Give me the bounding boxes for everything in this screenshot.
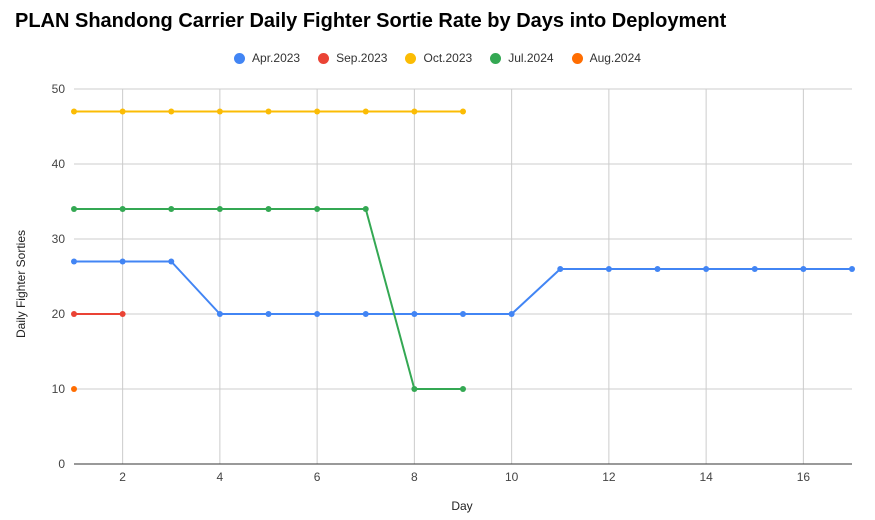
y-tick-label: 50 bbox=[52, 82, 66, 96]
data-point-apr-2023 bbox=[216, 311, 223, 317]
data-point-apr-2023 bbox=[703, 266, 710, 272]
data-point-jul-2024 bbox=[119, 206, 126, 212]
legend-marker-oct-2023 bbox=[405, 52, 417, 64]
data-point-oct-2023 bbox=[265, 108, 272, 115]
data-point-jul-2024 bbox=[362, 206, 369, 212]
data-point-oct-2023 bbox=[119, 108, 126, 115]
x-tick-label: 10 bbox=[505, 470, 519, 484]
x-axis-label: Day bbox=[451, 499, 473, 513]
legend-marker-apr-2023 bbox=[234, 52, 246, 64]
x-tick-label: 4 bbox=[217, 470, 224, 484]
data-point-apr-2023 bbox=[460, 311, 466, 317]
x-tick-label: 6 bbox=[314, 470, 321, 484]
legend-item-sep-2023[interactable]: Sep.2023 bbox=[318, 51, 387, 65]
data-point-oct-2023 bbox=[71, 108, 77, 115]
legend-marker-sep-2023 bbox=[318, 52, 330, 64]
x-tick-label: 8 bbox=[411, 470, 418, 484]
data-point-apr-2023 bbox=[508, 311, 515, 317]
data-point-jul-2024 bbox=[265, 206, 272, 212]
legend-label-jul-2024: Jul.2024 bbox=[508, 51, 554, 65]
chart-title: PLAN Shandong Carrier Daily Fighter Sort… bbox=[15, 10, 727, 32]
data-point-jul-2024 bbox=[411, 386, 418, 392]
data-point-jul-2024 bbox=[216, 206, 223, 212]
data-point-apr-2023 bbox=[71, 258, 77, 265]
x-tick-label: 2 bbox=[119, 470, 126, 484]
y-tick-label: 20 bbox=[52, 307, 66, 321]
data-point-apr-2023 bbox=[314, 311, 321, 317]
legend-marker-aug-2024 bbox=[571, 52, 583, 64]
data-point-sep-2023 bbox=[71, 311, 77, 317]
data-point-apr-2023 bbox=[119, 258, 126, 265]
data-point-apr-2023 bbox=[411, 311, 418, 317]
x-tick-label: 12 bbox=[602, 470, 616, 484]
data-point-jul-2024 bbox=[314, 206, 321, 212]
x-tick-label: 16 bbox=[797, 470, 811, 484]
data-point-apr-2023 bbox=[849, 266, 855, 272]
data-point-apr-2023 bbox=[168, 258, 175, 265]
data-point-oct-2023 bbox=[314, 108, 321, 115]
legend-label-sep-2023: Sep.2023 bbox=[336, 51, 388, 65]
data-point-sep-2023 bbox=[119, 311, 126, 317]
series-line-jul-2024 bbox=[74, 208, 463, 390]
legend-item-jul-2024[interactable]: Jul.2024 bbox=[490, 51, 554, 65]
data-point-apr-2023 bbox=[557, 266, 564, 272]
data-point-apr-2023 bbox=[265, 311, 272, 317]
series-line-apr-2023 bbox=[74, 260, 852, 315]
y-tick-label: 10 bbox=[52, 382, 66, 396]
legend-label-aug-2024: Aug.2024 bbox=[589, 51, 641, 65]
x-tick-label: 14 bbox=[699, 470, 713, 484]
legend-label-oct-2023: Oct.2023 bbox=[423, 51, 473, 65]
data-point-jul-2024 bbox=[168, 206, 175, 212]
legend-marker-jul-2024 bbox=[490, 52, 502, 64]
y-tick-label: 30 bbox=[52, 232, 66, 246]
data-point-aug-2024 bbox=[71, 386, 77, 392]
data-point-jul-2024 bbox=[71, 206, 77, 212]
data-point-jul-2024 bbox=[460, 386, 466, 392]
data-point-oct-2023 bbox=[362, 108, 369, 115]
data-point-apr-2023 bbox=[605, 266, 612, 272]
data-point-apr-2023 bbox=[362, 311, 369, 317]
y-tick-label: 0 bbox=[58, 457, 65, 471]
legend-item-oct-2023[interactable]: Oct.2023 bbox=[405, 51, 472, 65]
data-point-apr-2023 bbox=[654, 266, 661, 272]
legend-item-aug-2024[interactable]: Aug.2024 bbox=[571, 51, 641, 65]
legend-label-apr-2023: Apr.2023 bbox=[252, 51, 301, 65]
legend-item-apr-2023[interactable]: Apr.2023 bbox=[234, 51, 300, 65]
y-tick-label: 40 bbox=[52, 157, 66, 171]
data-point-oct-2023 bbox=[168, 108, 175, 115]
data-point-oct-2023 bbox=[216, 108, 223, 115]
data-point-oct-2023 bbox=[411, 108, 418, 115]
data-point-apr-2023 bbox=[751, 266, 758, 272]
data-point-oct-2023 bbox=[460, 108, 466, 115]
legend: Apr.2023 Sep.2023 Oct.2023 Jul.2024 Aug.… bbox=[0, 51, 875, 65]
data-point-apr-2023 bbox=[800, 266, 807, 272]
